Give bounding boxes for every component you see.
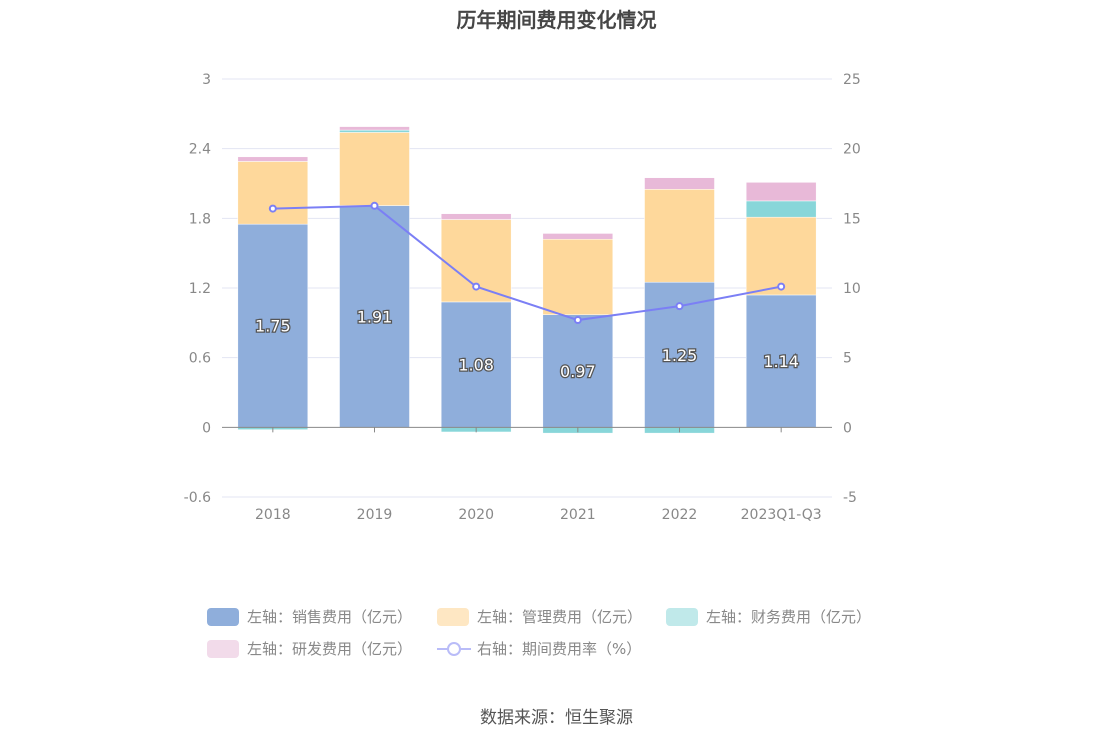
legend-label: 左轴：财务费用（亿元） <box>706 608 872 626</box>
bar-segment-3 <box>237 156 309 162</box>
x-tick-label: 2022 <box>662 507 698 523</box>
legend-item-sales[interactable]: 左轴：销售费用（亿元） <box>207 606 412 627</box>
left-tick-label: 3 <box>202 72 211 88</box>
legend-item-admin[interactable]: 左轴：管理费用（亿元） <box>437 606 642 627</box>
left-tick-label: 0 <box>202 420 211 436</box>
bar-segment-0 <box>237 223 309 428</box>
legend-label: 左轴：研发费用（亿元） <box>247 640 413 658</box>
bar-data-label: 1.14 <box>763 352 799 371</box>
legend-label: 左轴：管理费用（亿元） <box>477 608 643 626</box>
legend-item-rate[interactable]: 右轴：期间费用率（%） <box>437 638 641 659</box>
bar-segment-3 <box>339 126 410 131</box>
left-tick-label: 1.8 <box>189 211 211 227</box>
bar-segment-0 <box>542 314 614 428</box>
legend-swatch <box>437 607 469 626</box>
legend-swatch <box>666 607 698 626</box>
x-tick-label: 2018 <box>255 507 291 523</box>
right-tick-label: 10 <box>843 281 861 297</box>
left-tick-label: 2.4 <box>189 142 211 158</box>
data-source: 数据来源：恒生聚源 <box>480 708 633 728</box>
bar-segment-3 <box>542 233 614 240</box>
left-tick-label: 1.2 <box>189 281 211 297</box>
bar-segment-2 <box>745 200 817 218</box>
bar-data-label: 1.75 <box>255 317 291 336</box>
bar-data-label: 0.97 <box>560 362 596 381</box>
bar-data-label: 1.91 <box>357 307 393 326</box>
legend-label: 右轴：期间费用率（%） <box>477 640 642 658</box>
bar-segment-0 <box>440 301 512 428</box>
legend-item-finance[interactable]: 左轴：财务费用（亿元） <box>666 606 871 627</box>
bar-segment-3 <box>440 213 512 220</box>
line-point <box>370 201 379 210</box>
right-tick-label: -5 <box>843 490 857 506</box>
line-series <box>272 204 782 322</box>
bar-segment-1 <box>339 132 410 206</box>
x-tick-label: 2019 <box>357 507 393 523</box>
legend-swatch <box>207 607 239 626</box>
bar-data-label: 1.08 <box>458 356 494 375</box>
bar-segment-1 <box>745 216 817 296</box>
right-tick-label: 25 <box>843 72 861 88</box>
line-point <box>472 282 481 291</box>
line-point <box>573 316 582 325</box>
bar-segment-3 <box>644 177 715 190</box>
right-tick-label: 20 <box>843 142 861 158</box>
line-point <box>675 302 684 311</box>
legend-item-rd[interactable]: 左轴：研发费用（亿元） <box>207 638 412 659</box>
bar-data-label: 1.25 <box>662 346 698 365</box>
bar-segment-2 <box>339 129 410 133</box>
legend-label: 左轴：销售费用（亿元） <box>247 608 413 626</box>
bar-segment-1 <box>644 189 715 283</box>
line-point <box>268 204 277 213</box>
right-tick-label: 15 <box>843 211 861 227</box>
line-legend-icon <box>437 641 471 656</box>
legend-swatch <box>207 639 239 658</box>
bar-segment-1 <box>237 161 309 225</box>
x-tick-label: 2021 <box>560 507 596 523</box>
right-tick-label: 5 <box>843 351 852 367</box>
right-tick-label: 0 <box>843 420 852 436</box>
chart-title: 历年期间费用变化情况 <box>456 8 657 32</box>
bar-segment-1 <box>542 238 614 315</box>
chart-plot: -0.6 -5 0 0 0.6 5 1.2 10 1.8 15 2.4 20 3 25 2018 2019 20… <box>184 72 861 523</box>
x-tick-label: 2020 <box>458 507 494 523</box>
bar-segment-0 <box>339 205 410 428</box>
bar-segment-3 <box>745 182 817 202</box>
line-point <box>777 282 786 291</box>
left-tick-label: -0.6 <box>184 490 211 506</box>
left-tick-label: 0.6 <box>189 351 211 367</box>
x-tick-label: 2023Q1-Q3 <box>741 507 822 523</box>
